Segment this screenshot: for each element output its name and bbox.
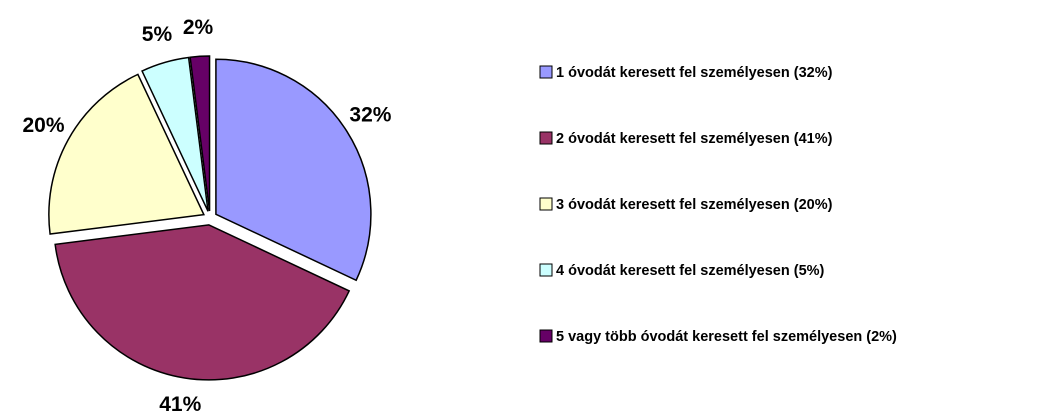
pie-slice bbox=[215, 58, 372, 282]
legend-label: 2 óvodát keresett fel személyesen (41%) bbox=[556, 131, 833, 147]
legend-swatch bbox=[539, 329, 553, 343]
pie-slice bbox=[141, 56, 209, 212]
legend-swatch bbox=[539, 263, 553, 277]
data-label: 32% bbox=[349, 104, 391, 127]
pie-slice bbox=[189, 55, 211, 212]
legend-label: 4 óvodát keresett fel személyesen (5%) bbox=[556, 263, 825, 279]
legend-swatch bbox=[539, 131, 553, 145]
legend-swatch bbox=[539, 65, 553, 79]
pie-slice bbox=[48, 73, 205, 235]
data-label: 20% bbox=[22, 114, 64, 137]
data-label: 2% bbox=[183, 16, 214, 39]
legend-label: 3 óvodát keresett fel személyesen (20%) bbox=[556, 197, 833, 213]
data-label: 41% bbox=[159, 393, 201, 411]
legend-label: 5 vagy több óvodát keresett fel személye… bbox=[556, 329, 897, 345]
legend-swatch bbox=[539, 197, 553, 211]
pie-slice bbox=[54, 224, 351, 381]
legend-label: 1 óvodát keresett fel személyesen (32%) bbox=[556, 65, 833, 81]
data-label: 5% bbox=[142, 23, 173, 46]
